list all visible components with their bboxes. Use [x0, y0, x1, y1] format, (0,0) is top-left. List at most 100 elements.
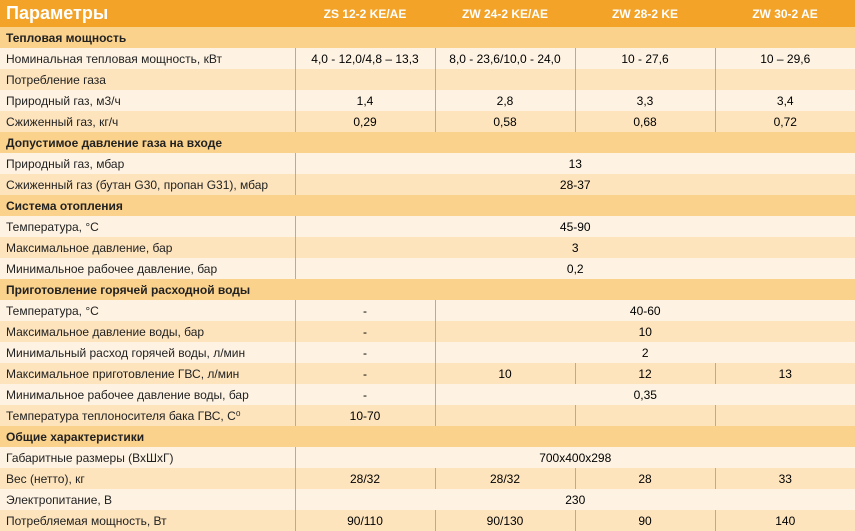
- section-label: Общие характеристики: [0, 426, 855, 447]
- table-row: Минимальное рабочее давление воды, бар-0…: [0, 384, 855, 405]
- row-label: Температура, °С: [0, 300, 295, 321]
- table-row: Система отопления: [0, 195, 855, 216]
- cell: 8,0 - 23,6/10,0 - 24,0: [435, 48, 575, 69]
- table-row: Температура, °С-40-60: [0, 300, 855, 321]
- table-row: Природный газ, мбар13: [0, 153, 855, 174]
- cell: 28/32: [435, 468, 575, 489]
- cell-merged: 10: [435, 321, 855, 342]
- cell-merged: 0,35: [435, 384, 855, 405]
- table-row: Природный газ, м3/ч1,42,83,33,4: [0, 90, 855, 111]
- row-label: Температура теплоносителя бака ГВС, С⁰: [0, 405, 295, 426]
- table-row: Потребляемая мощность, Вт90/11090/130901…: [0, 510, 855, 531]
- table-row: Минимальный расход горячей воды, л/мин-2: [0, 342, 855, 363]
- cell: -: [295, 300, 435, 321]
- row-label: Минимальный расход горячей воды, л/мин: [0, 342, 295, 363]
- cell: 12: [575, 363, 715, 384]
- row-label: Максимальное давление, бар: [0, 237, 295, 258]
- row-label: Вес (нетто), кг: [0, 468, 295, 489]
- cell: 28: [575, 468, 715, 489]
- row-label: Температура, °С: [0, 216, 295, 237]
- cell: 140: [715, 510, 855, 531]
- cell: [715, 405, 855, 426]
- cell-merged: 0,2: [295, 258, 855, 279]
- row-label: Потребление газа: [0, 69, 295, 90]
- section-label: Приготовление горячей расходной воды: [0, 279, 855, 300]
- cell: 0,58: [435, 111, 575, 132]
- cell-merged: 2: [435, 342, 855, 363]
- table-row: Тепловая мощность: [0, 27, 855, 48]
- cell: 10: [435, 363, 575, 384]
- cell: 10 - 27,6: [575, 48, 715, 69]
- section-label: Тепловая мощность: [0, 27, 855, 48]
- header-col-2: ZW 28-2 KE: [575, 0, 715, 27]
- table-row: Максимальное приготовление ГВС, л/мин-10…: [0, 363, 855, 384]
- cell: [575, 69, 715, 90]
- cell-merged: 28-37: [295, 174, 855, 195]
- cell-merged: 45-90: [295, 216, 855, 237]
- header-col-3: ZW 30-2 AE: [715, 0, 855, 27]
- table-row: Максимальное давление, бар3: [0, 237, 855, 258]
- row-label: Габаритные размеры (ВхШхГ): [0, 447, 295, 468]
- cell: [715, 69, 855, 90]
- cell: 10 – 29,6: [715, 48, 855, 69]
- cell: 33: [715, 468, 855, 489]
- cell-merged: 230: [295, 489, 855, 510]
- cell: 3,3: [575, 90, 715, 111]
- cell-merged: 40-60: [435, 300, 855, 321]
- table-row: Общие характеристики: [0, 426, 855, 447]
- table-row: Номинальная тепловая мощность, кВт4,0 - …: [0, 48, 855, 69]
- cell: 90: [575, 510, 715, 531]
- row-label: Минимальное рабочее давление, бар: [0, 258, 295, 279]
- table-row: Температура, °С45-90: [0, 216, 855, 237]
- row-label: Электропитание, В: [0, 489, 295, 510]
- cell: 28/32: [295, 468, 435, 489]
- table-row: Вес (нетто), кг28/3228/322833: [0, 468, 855, 489]
- cell: 2,8: [435, 90, 575, 111]
- table-row: Максимальное давление воды, бар-10: [0, 321, 855, 342]
- cell: 0,72: [715, 111, 855, 132]
- table-row: Сжиженный газ, кг/ч0,290,580,680,72: [0, 111, 855, 132]
- cell: 0,68: [575, 111, 715, 132]
- row-label: Природный газ, мбар: [0, 153, 295, 174]
- cell: -: [295, 363, 435, 384]
- cell: -: [295, 342, 435, 363]
- cell: 4,0 - 12,0/4,8 – 13,3: [295, 48, 435, 69]
- header-row: Параметры ZS 12-2 KE/AE ZW 24-2 KE/AE ZW…: [0, 0, 855, 27]
- header-col-0: ZS 12-2 KE/AE: [295, 0, 435, 27]
- row-label: Сжиженный газ (бутан G30, пропан G31), м…: [0, 174, 295, 195]
- section-label: Допустимое давление газа на входе: [0, 132, 855, 153]
- cell: 13: [715, 363, 855, 384]
- cell: 10-70: [295, 405, 435, 426]
- table-row: Температура теплоносителя бака ГВС, С⁰10…: [0, 405, 855, 426]
- header-title: Параметры: [0, 0, 295, 27]
- cell: [575, 405, 715, 426]
- section-label: Система отопления: [0, 195, 855, 216]
- table-row: Электропитание, В230: [0, 489, 855, 510]
- table-row: Минимальное рабочее давление, бар0,2: [0, 258, 855, 279]
- table-row: Приготовление горячей расходной воды: [0, 279, 855, 300]
- cell-merged: 3: [295, 237, 855, 258]
- cell: 0,29: [295, 111, 435, 132]
- table-row: Допустимое давление газа на входе: [0, 132, 855, 153]
- cell: [295, 69, 435, 90]
- cell: 1,4: [295, 90, 435, 111]
- cell: -: [295, 384, 435, 405]
- cell: [435, 405, 575, 426]
- cell: -: [295, 321, 435, 342]
- row-label: Максимальное приготовление ГВС, л/мин: [0, 363, 295, 384]
- row-label: Минимальное рабочее давление воды, бар: [0, 384, 295, 405]
- header-col-1: ZW 24-2 KE/AE: [435, 0, 575, 27]
- spec-table: Параметры ZS 12-2 KE/AE ZW 24-2 KE/AE ZW…: [0, 0, 855, 531]
- table-row: Потребление газа: [0, 69, 855, 90]
- table-row: Габаритные размеры (ВхШхГ)700х400х298: [0, 447, 855, 468]
- cell: 3,4: [715, 90, 855, 111]
- row-label: Природный газ, м3/ч: [0, 90, 295, 111]
- table-row: Сжиженный газ (бутан G30, пропан G31), м…: [0, 174, 855, 195]
- row-label: Максимальное давление воды, бар: [0, 321, 295, 342]
- row-label: Потребляемая мощность, Вт: [0, 510, 295, 531]
- row-label: Номинальная тепловая мощность, кВт: [0, 48, 295, 69]
- cell: [435, 69, 575, 90]
- row-label: Сжиженный газ, кг/ч: [0, 111, 295, 132]
- cell: 90/130: [435, 510, 575, 531]
- cell-merged: 700х400х298: [295, 447, 855, 468]
